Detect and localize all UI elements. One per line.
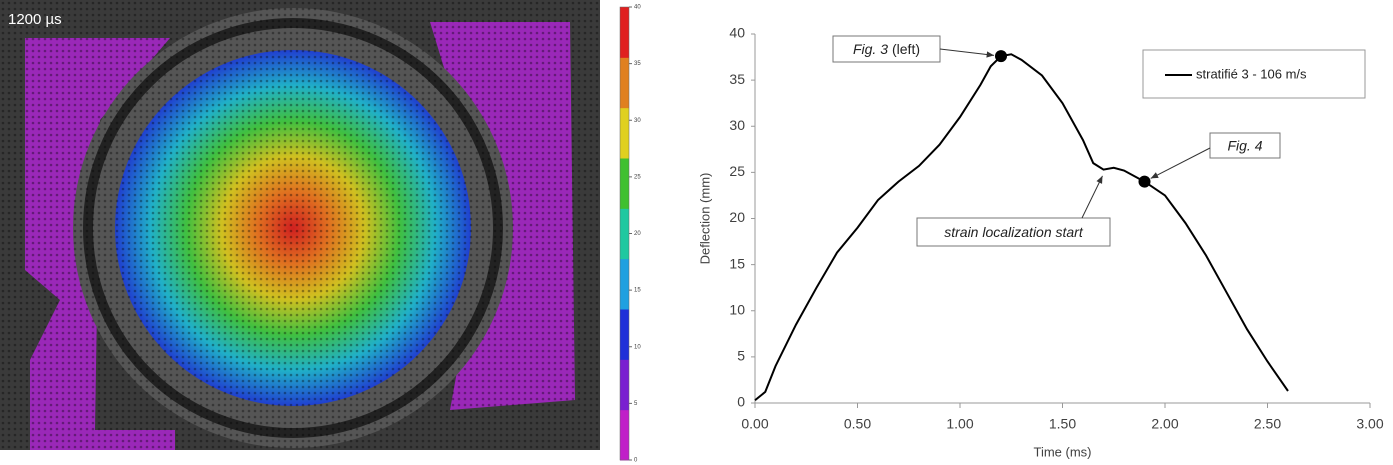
annotation-arrow	[1081, 175, 1103, 219]
x-tick-label: 3.00	[1356, 416, 1383, 432]
colorbar-tick-label: 35	[634, 61, 641, 67]
y-tick-label: 35	[729, 71, 745, 87]
annotation-box	[1209, 132, 1281, 159]
annotation-text-part: Fig. 4	[1227, 137, 1262, 153]
colorbar-band	[620, 309, 629, 360]
y-tick-label: 25	[729, 163, 745, 179]
colorbar-band	[620, 409, 629, 461]
colorbar-tick-label: 30	[634, 118, 641, 124]
colorbar-tick-label: 10	[634, 344, 641, 350]
annotation-text-part: (left)	[892, 41, 920, 57]
y-tick-label: 10	[729, 301, 745, 317]
annotation-box	[916, 217, 1111, 247]
x-tick-label: 0.00	[741, 416, 768, 432]
colorbar-band	[620, 208, 629, 260]
y-tick-label: 0	[737, 394, 745, 410]
colorbar-tick-label: 20	[634, 231, 641, 237]
x-tick-label: 2.00	[1151, 416, 1178, 432]
colorbar-tick-label: 25	[634, 174, 641, 180]
colorbar-tick-label: 5	[634, 401, 638, 407]
annotation-arrow	[939, 48, 995, 56]
data-line	[754, 53, 1289, 402]
x-axis-title: Time (ms)	[1033, 444, 1091, 459]
colorbar-band	[620, 7, 629, 58]
dic-image	[0, 0, 600, 450]
colorbar-tick-label: 40	[634, 5, 641, 11]
legend-label: stratifié 3 - 106 m/s	[1196, 66, 1307, 81]
colorbar-tick-label: 0	[634, 458, 638, 464]
y-tick-label: 15	[729, 255, 745, 271]
x-tick-label: 2.50	[1254, 416, 1281, 432]
annotation-arrowhead	[1096, 175, 1103, 184]
y-tick-label: 40	[729, 25, 745, 41]
colorbar-tick-label: 15	[634, 288, 641, 294]
x-tick-label: 1.00	[946, 416, 973, 432]
colorbar-band	[620, 158, 629, 209]
annotation-arrow	[1150, 147, 1211, 179]
annotation-arrowhead	[986, 51, 995, 58]
colorbar-band	[620, 359, 629, 411]
annotation-box	[832, 35, 941, 63]
colorbar-band	[620, 258, 629, 310]
y-tick-label: 20	[729, 209, 745, 225]
annotation-text: strain localization start	[944, 224, 1084, 240]
annotation-text-part: Fig. 3	[853, 41, 888, 57]
annotation-text: Fig. 3 (left)	[853, 41, 920, 57]
image-label: 1200 µs	[8, 11, 62, 28]
y-tick-label: 30	[729, 117, 745, 133]
annotation-text: Fig. 4	[1227, 137, 1262, 153]
annotation-marker	[1138, 175, 1151, 188]
y-tick-label: 5	[737, 348, 745, 364]
x-tick-label: 1.50	[1049, 416, 1076, 432]
colorbar-band	[620, 107, 629, 159]
annotation-marker	[995, 50, 1007, 63]
y-axis-title: Deflection (mm)	[697, 173, 712, 265]
x-tick-label: 0.50	[844, 416, 871, 432]
annotation-text-part: strain localization start	[944, 224, 1084, 240]
colorbar-band	[620, 57, 629, 109]
annotation-arrowhead	[1150, 172, 1159, 179]
